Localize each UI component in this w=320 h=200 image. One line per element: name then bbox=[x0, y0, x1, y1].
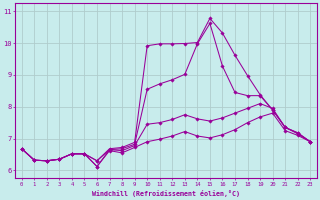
X-axis label: Windchill (Refroidissement éolien,°C): Windchill (Refroidissement éolien,°C) bbox=[92, 190, 240, 197]
